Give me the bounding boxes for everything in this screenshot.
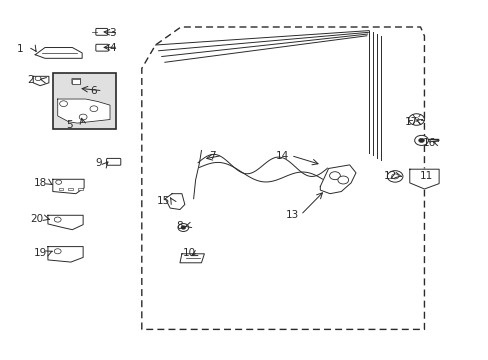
- Polygon shape: [165, 194, 184, 210]
- Circle shape: [414, 135, 427, 145]
- FancyBboxPatch shape: [96, 44, 108, 51]
- Circle shape: [54, 217, 61, 222]
- Text: 15: 15: [157, 196, 170, 206]
- Text: 17: 17: [404, 117, 418, 127]
- Text: 19: 19: [33, 248, 47, 258]
- Circle shape: [35, 76, 41, 81]
- Text: 14: 14: [275, 150, 289, 161]
- FancyBboxPatch shape: [78, 188, 82, 190]
- Polygon shape: [409, 169, 438, 189]
- Polygon shape: [48, 215, 83, 230]
- Circle shape: [181, 226, 185, 229]
- FancyBboxPatch shape: [106, 158, 121, 165]
- Polygon shape: [33, 76, 49, 86]
- Circle shape: [60, 101, 67, 107]
- Circle shape: [56, 180, 61, 184]
- Circle shape: [413, 118, 418, 121]
- Text: 8: 8: [176, 221, 183, 231]
- Circle shape: [337, 176, 348, 184]
- Text: 1: 1: [17, 44, 24, 54]
- Circle shape: [408, 114, 424, 125]
- Circle shape: [418, 138, 424, 143]
- Polygon shape: [58, 99, 110, 123]
- Circle shape: [178, 224, 188, 231]
- FancyBboxPatch shape: [59, 188, 63, 190]
- FancyBboxPatch shape: [72, 79, 80, 84]
- Circle shape: [386, 171, 402, 182]
- Text: 6: 6: [90, 86, 97, 96]
- Text: 16: 16: [422, 138, 435, 148]
- Text: 20: 20: [31, 214, 43, 224]
- FancyBboxPatch shape: [68, 188, 73, 190]
- Polygon shape: [180, 254, 204, 263]
- FancyBboxPatch shape: [96, 28, 107, 35]
- Text: 5: 5: [66, 120, 73, 130]
- FancyBboxPatch shape: [72, 78, 81, 84]
- Polygon shape: [320, 165, 355, 194]
- Text: 12: 12: [383, 171, 396, 181]
- Text: 7: 7: [209, 150, 216, 161]
- Text: 4: 4: [109, 42, 116, 53]
- Circle shape: [90, 106, 98, 112]
- Text: 18: 18: [33, 178, 47, 188]
- Text: 11: 11: [419, 171, 432, 181]
- Circle shape: [79, 114, 87, 120]
- Text: 9: 9: [95, 158, 102, 168]
- Circle shape: [329, 172, 340, 180]
- Polygon shape: [53, 179, 84, 194]
- Text: 2: 2: [27, 75, 34, 85]
- Circle shape: [54, 249, 61, 254]
- Polygon shape: [35, 48, 82, 58]
- FancyBboxPatch shape: [53, 73, 116, 129]
- Text: 10: 10: [183, 248, 196, 258]
- Text: 13: 13: [285, 210, 299, 220]
- Polygon shape: [48, 247, 83, 262]
- Text: 3: 3: [109, 28, 116, 38]
